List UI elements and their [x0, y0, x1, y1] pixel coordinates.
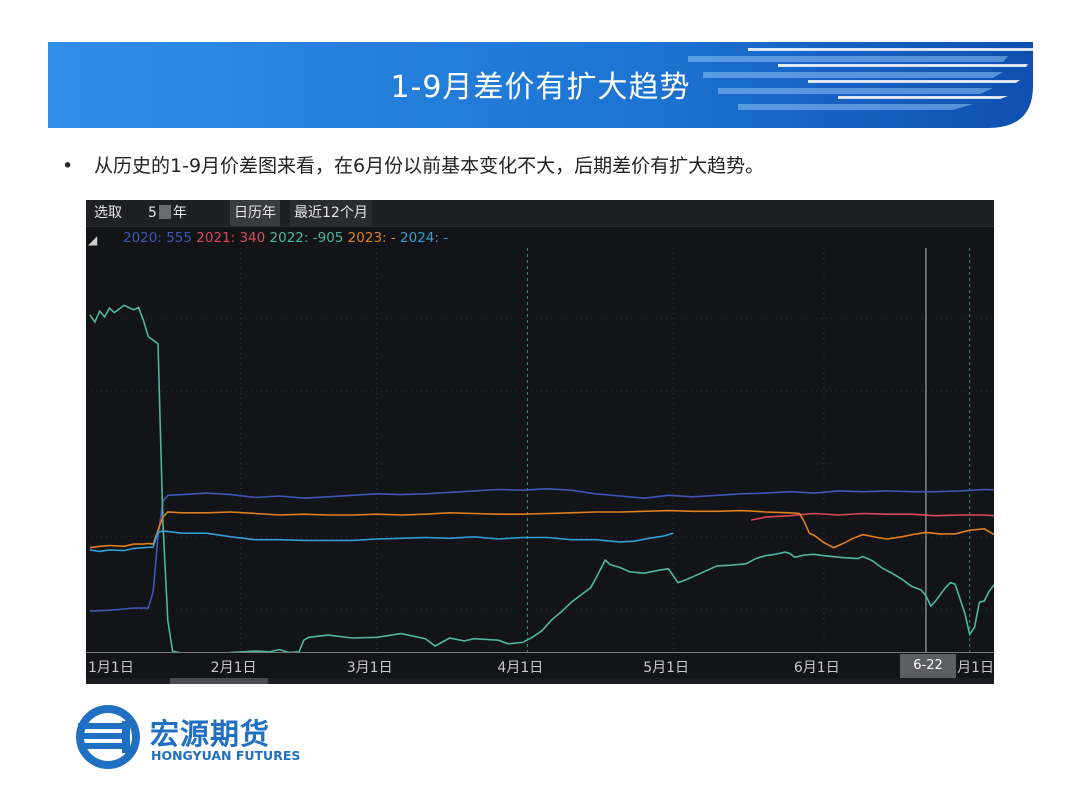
bullet-item: • 从历史的1-9月价差图来看，在6月份以前基本变化不大，后期差价有扩大趋势。: [62, 151, 764, 178]
series-line-2020: [89, 487, 994, 612]
legend-entry: 2022: -905: [269, 230, 348, 246]
series-line-2022: [89, 304, 994, 652]
chart-scrollbar[interactable]: [86, 678, 994, 684]
logo-text-cn: 宏源期货: [150, 717, 271, 751]
scrollbar-thumb[interactable]: [170, 678, 268, 684]
title-banner: 1-9月差价有扩大趋势: [48, 42, 1033, 128]
x-tick-label: 6月1日: [793, 660, 840, 676]
chart-legend: ◢ 2020: 555 2021: 340 2022: -905 2023: -…: [86, 228, 994, 248]
legend-items: 2020: 555 2021: 340 2022: -905 2023: - 2…: [123, 228, 448, 248]
x-tick-label: 4月1日: [497, 660, 544, 676]
crosshair-date-label: 6-22: [900, 654, 956, 678]
legend-entry: 2023: -: [347, 230, 401, 246]
bullet-text: 从历史的1-9月价差图来看，在6月份以前基本变化不大，后期差价有扩大趋势。: [94, 155, 765, 177]
series-line-2024: [89, 530, 674, 553]
x-tick-label: 3月1日: [346, 660, 393, 676]
page-title: 1-9月差价有扩大趋势: [390, 70, 691, 105]
x-tick-label: 1月1日: [88, 660, 134, 676]
x-axis: 1月1日 2月1日 3月1日 4月1日 5月1日 6月1日 6-227月1日: [86, 652, 994, 679]
legend-entry: 2021: 340: [196, 230, 270, 246]
plot-area[interactable]: [86, 248, 994, 652]
banner-graphic: [48, 42, 1033, 128]
legend-entry: 2020: 555: [123, 230, 197, 246]
series-line-2021: [750, 512, 994, 521]
years-unit: 年: [172, 205, 187, 221]
years-value: 5: [148, 205, 157, 221]
x-tick-label: 2月1日: [210, 660, 257, 676]
resize-corner-icon[interactable]: ◢: [88, 233, 98, 247]
legend-entry: 2024: -: [400, 230, 449, 246]
x-tick-label: 5月1日: [643, 660, 690, 676]
bullet-dot: •: [62, 155, 74, 177]
logo-text-en: HONGYUAN FUTURES: [151, 748, 301, 763]
series-line-2023: [89, 509, 994, 549]
company-logo: 宏源期货 HONGYUAN FUTURES: [74, 703, 314, 773]
x-tick-label: 7月1日: [956, 660, 994, 676]
stepper-icon[interactable]: [158, 205, 171, 219]
logo-mark-icon: [76, 705, 140, 769]
select-label: 选取: [94, 205, 122, 221]
recent-12-months-button[interactable]: 最近12个月: [290, 200, 372, 226]
calendar-year-button[interactable]: 日历年: [230, 200, 280, 226]
